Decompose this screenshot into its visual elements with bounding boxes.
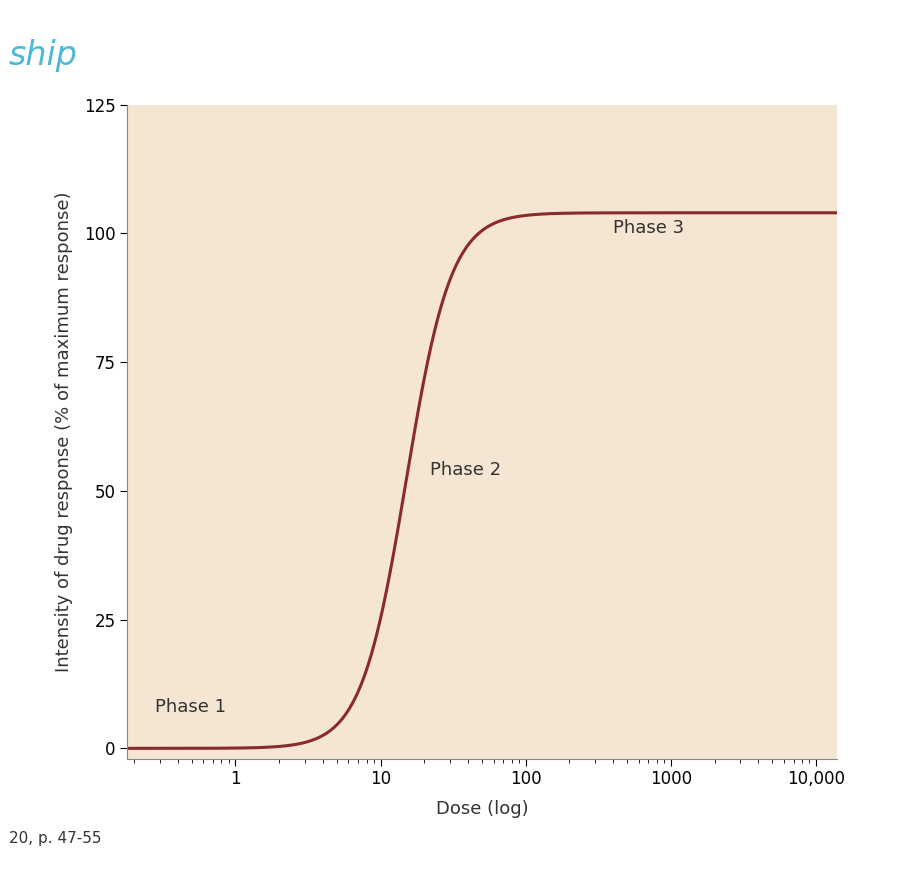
Text: Phase 1: Phase 1 <box>156 698 227 716</box>
Text: Phase 2: Phase 2 <box>430 461 501 480</box>
X-axis label: Dose (log): Dose (log) <box>436 800 529 818</box>
Y-axis label: Intensity of drug response (% of maximum response): Intensity of drug response (% of maximum… <box>55 191 73 672</box>
Text: ship: ship <box>9 39 78 72</box>
Text: Phase 3: Phase 3 <box>613 219 684 237</box>
Text: 20, p. 47-55: 20, p. 47-55 <box>9 831 102 846</box>
